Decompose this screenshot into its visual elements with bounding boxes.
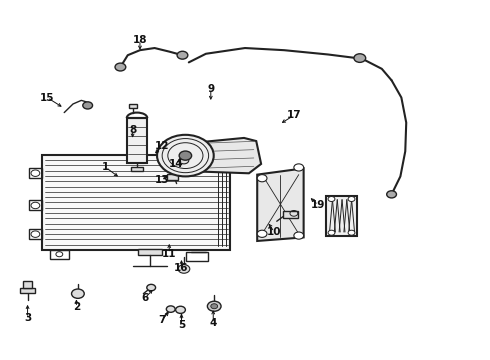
Circle shape — [179, 157, 189, 164]
Circle shape — [348, 197, 355, 202]
Circle shape — [72, 289, 84, 298]
Text: 8: 8 — [129, 125, 136, 135]
Circle shape — [257, 230, 267, 237]
Bar — [42, 155, 230, 250]
Circle shape — [177, 51, 188, 59]
Circle shape — [178, 265, 190, 273]
Text: 3: 3 — [24, 313, 31, 323]
Text: 19: 19 — [311, 200, 325, 210]
Text: 16: 16 — [174, 263, 189, 273]
Bar — [138, 249, 162, 255]
Circle shape — [157, 135, 214, 176]
Bar — [167, 174, 177, 180]
Circle shape — [175, 306, 185, 314]
Circle shape — [115, 63, 126, 71]
Polygon shape — [257, 168, 304, 241]
Text: 6: 6 — [141, 293, 148, 303]
Bar — [28, 229, 42, 239]
Circle shape — [294, 232, 304, 239]
Text: 2: 2 — [73, 302, 80, 312]
Text: 10: 10 — [267, 227, 282, 237]
Text: 13: 13 — [155, 175, 169, 185]
Bar — [28, 168, 42, 178]
Circle shape — [328, 197, 335, 202]
Bar — [326, 196, 357, 235]
Bar — [283, 211, 298, 218]
Bar — [186, 252, 208, 261]
Circle shape — [387, 191, 396, 198]
Text: 4: 4 — [210, 319, 217, 328]
Text: 5: 5 — [178, 320, 185, 330]
Circle shape — [294, 164, 304, 171]
Text: 18: 18 — [133, 35, 147, 45]
Circle shape — [328, 230, 335, 235]
Bar — [28, 201, 42, 211]
Bar — [131, 167, 143, 171]
Polygon shape — [190, 138, 261, 173]
Text: 7: 7 — [158, 315, 166, 325]
Circle shape — [179, 151, 192, 160]
Circle shape — [211, 304, 218, 309]
Circle shape — [83, 102, 93, 109]
Bar — [20, 288, 35, 293]
Bar — [23, 281, 32, 288]
Bar — [49, 250, 69, 259]
Circle shape — [147, 284, 156, 291]
Text: 12: 12 — [155, 141, 169, 151]
Bar — [73, 292, 83, 294]
Text: 15: 15 — [40, 93, 54, 103]
Bar — [127, 118, 147, 163]
Circle shape — [348, 230, 355, 235]
Text: 17: 17 — [287, 111, 301, 121]
Text: 9: 9 — [207, 84, 214, 94]
Circle shape — [166, 306, 175, 312]
Circle shape — [257, 175, 267, 182]
Text: 1: 1 — [102, 162, 109, 172]
Bar — [129, 104, 137, 108]
Circle shape — [207, 301, 221, 311]
Circle shape — [354, 54, 366, 62]
Text: 11: 11 — [162, 248, 176, 258]
Text: 14: 14 — [169, 159, 184, 169]
